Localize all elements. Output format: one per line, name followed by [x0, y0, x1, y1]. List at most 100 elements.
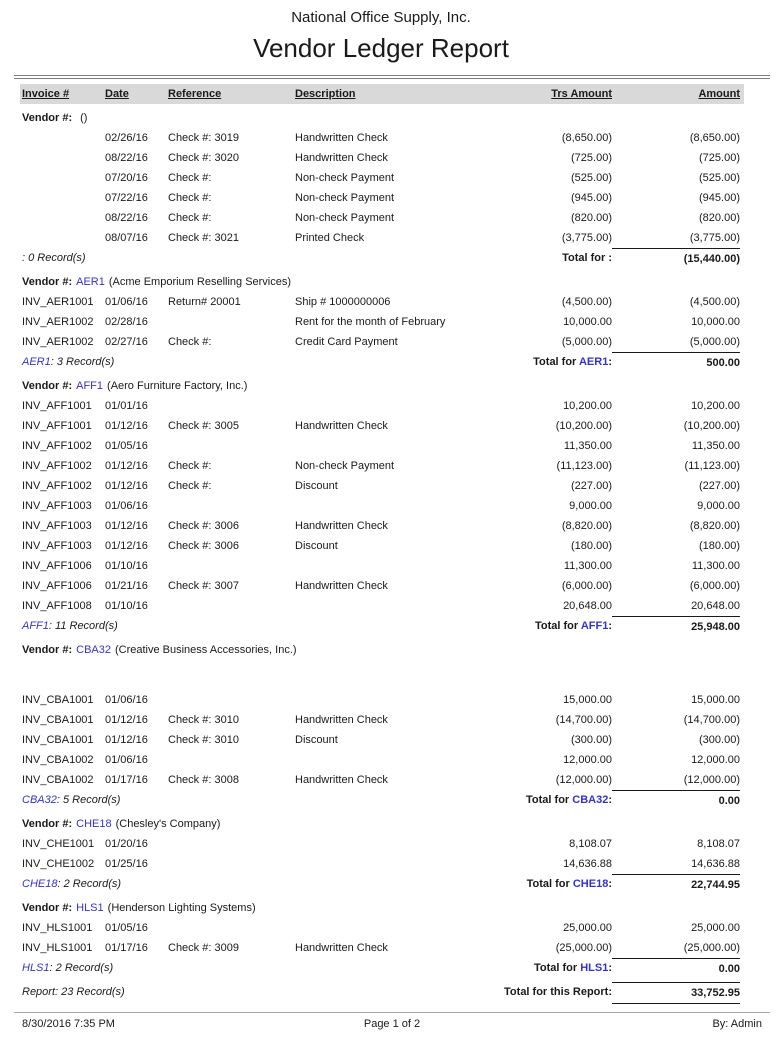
reference-cell: Check #: 3005: [168, 420, 239, 432]
description-cell: Handwritten Check: [295, 152, 388, 164]
ledger-row: INV_CHE1001 01/20/16 8,108.07 8,108.07: [22, 834, 740, 854]
vendor-total-label: Total for HLS1:: [484, 958, 612, 979]
vendor-code: AER1: [76, 276, 105, 288]
description-cell: [295, 918, 484, 938]
description-cell: [295, 396, 484, 416]
date-cell: 01/12/16: [105, 480, 148, 492]
description-cell: Handwritten Check: [295, 774, 388, 786]
date-cell: 01/21/16: [105, 580, 148, 592]
total-label-pre: Total for: [533, 356, 579, 368]
reference-cell: Check #: 3006: [168, 540, 239, 552]
reference-cell: [168, 750, 295, 770]
date-cell: 01/05/16: [105, 922, 148, 934]
invoice-cell: INV_AFF1002: [22, 440, 92, 452]
ledger-row: INV_AFF1001 01/01/16 10,200.00 10,200.00: [22, 396, 740, 416]
amount-cell: (525.00): [699, 172, 740, 184]
invoice-cell: INV_HLS1001: [22, 942, 93, 954]
amount-cell: (300.00): [699, 734, 740, 746]
amount-cell: 14,636.88: [691, 858, 740, 870]
ledger-row: 02/26/16 Check #: 3019 Handwritten Check (8…: [22, 128, 740, 148]
date-cell: 08/22/16: [105, 152, 148, 164]
invoice-cell: INV_CBA1002: [22, 754, 94, 766]
trs-amount-cell: (227.00): [571, 480, 612, 492]
date-cell: 02/28/16: [105, 316, 148, 328]
date-cell: 01/06/16: [105, 500, 148, 512]
vendor-label: Vendor #:: [22, 276, 73, 288]
vendor-total-row: CBA32: 5 Record(s) Total for CBA32: 0.00: [22, 790, 740, 810]
date-cell: 01/06/16: [105, 754, 148, 766]
vendor-section: Vendor #: () 02/26/16 Check #: 3019 Handwrit…: [22, 108, 740, 268]
vendor-header: Vendor #: CBA32 (Creative Business Accesso…: [22, 640, 740, 660]
invoice-cell: INV_CHE1001: [22, 838, 95, 850]
column-header-trs-amount: Trs Amount: [551, 88, 612, 100]
ledger-row: INV_AFF1002 01/05/16 11,350.00 11,350.00: [22, 436, 740, 456]
ledger-row: INV_AFF1008 01/10/16 20,648.00 20,648.00: [22, 596, 740, 616]
amount-cell: (11,123.00): [684, 460, 740, 472]
invoice-cell: INV_AFF1003: [22, 540, 92, 552]
vendor-section: Vendor #: AFF1 (Aero Furniture Factory, In…: [22, 376, 740, 636]
description-cell: Handwritten Check: [295, 942, 388, 954]
invoice-cell: INV_AER1001: [22, 296, 94, 308]
trs-amount-cell: (3,775.00): [561, 232, 612, 244]
record-count-text: : 2 Record(s): [57, 878, 122, 890]
amount-cell: 10,200.00: [691, 400, 740, 412]
invoice-cell: [22, 128, 105, 148]
footer-timestamp: 8/30/2016 7:35 PM: [22, 1018, 115, 1030]
vendor-sections: Vendor #: () 02/26/16 Check #: 3019 Handwrit…: [22, 108, 740, 1004]
ledger-row: 07/22/16 Check #: Non-check Payment (945.00…: [22, 188, 740, 208]
description-cell: Discount: [295, 734, 338, 746]
record-count-text: : 5 Record(s): [56, 794, 121, 806]
trs-amount-cell: (8,650.00): [561, 132, 612, 144]
reference-cell: Check #: 3009: [168, 942, 239, 954]
total-label-code: HLS1: [580, 962, 609, 974]
total-label-pre: Total for: [526, 878, 573, 890]
date-cell: 07/22/16: [105, 192, 148, 204]
vendor-code: AFF1: [76, 380, 104, 392]
ledger-row: 07/20/16 Check #: Non-check Payment (525.00…: [22, 168, 740, 188]
date-cell: 01/12/16: [105, 420, 148, 432]
total-label-post: :: [608, 794, 612, 806]
reference-cell: Check #: 3007: [168, 580, 239, 592]
ledger-row: INV_AER1001 01/06/16 Return# 20001 Ship # 1…: [22, 292, 740, 312]
date-cell: 01/05/16: [105, 440, 148, 452]
company-name: National Office Supply, Inc.: [291, 9, 471, 26]
invoice-cell: INV_AER1002: [22, 316, 94, 328]
trs-amount-cell: (180.00): [571, 540, 612, 552]
ledger-row: INV_AFF1002 01/12/16 Check #: Non-check Pay…: [22, 456, 740, 476]
vendor-header: Vendor #: AFF1 (Aero Furniture Factory, In…: [22, 376, 740, 396]
reference-cell: Check #:: [168, 336, 212, 348]
vendor-header: Vendor #: HLS1 (Henderson Lighting Systems…: [22, 898, 740, 918]
reference-cell: Check #:: [168, 192, 212, 204]
vendor-total-row: CHE18: 2 Record(s) Total for CHE18: 22,744…: [22, 874, 740, 894]
description-cell: Handwritten Check: [295, 420, 388, 432]
reference-cell: Return# 20001: [168, 296, 241, 308]
vendor-section: Vendor #: AER1 (Acme Emporium Reselling Se…: [22, 272, 740, 372]
ledger-row: 08/22/16 Check #: 3020 Handwritten Check (7…: [22, 148, 740, 168]
date-cell: 02/27/16: [105, 336, 148, 348]
page-footer: 8/30/2016 7:35 PM Page 1 of 2 By: Admin: [22, 1013, 762, 1032]
ledger-row: 08/22/16 Check #: Non-check Payment (820.00…: [22, 208, 740, 228]
date-cell: 01/20/16: [105, 838, 148, 850]
blank-gap: [22, 660, 740, 690]
date-cell: 01/12/16: [105, 540, 148, 552]
amount-cell: (180.00): [699, 540, 740, 552]
date-cell: 01/06/16: [105, 296, 148, 308]
trs-amount-cell: 25,000.00: [563, 922, 612, 934]
vendor-header: Vendor #: AER1 (Acme Emporium Reselling Se…: [22, 272, 740, 292]
amount-cell: (3,775.00): [689, 232, 740, 244]
amount-cell: 10,000.00: [691, 316, 740, 328]
trs-amount-cell: 9,000.00: [569, 500, 612, 512]
ledger-row: INV_CBA1002 01/06/16 12,000.00 12,000.00: [22, 750, 740, 770]
record-count-code: HLS1: [22, 962, 50, 974]
ledger-row: INV_CHE1002 01/25/16 14,636.88 14,636.88: [22, 854, 740, 874]
total-label-pre: Total for: [535, 620, 581, 632]
description-cell: [295, 690, 484, 710]
report-total-row: Report: 23 Record(s) Total for this Repor…: [22, 982, 740, 1004]
description-cell: Non-check Payment: [295, 172, 395, 184]
invoice-cell: INV_AFF1002: [22, 480, 92, 492]
record-count: CHE18: 2 Record(s): [22, 874, 484, 895]
vendor-code: CHE18: [76, 818, 112, 830]
date-cell: 01/12/16: [105, 520, 148, 532]
invoice-cell: [22, 228, 105, 248]
description-cell: Discount: [295, 540, 338, 552]
